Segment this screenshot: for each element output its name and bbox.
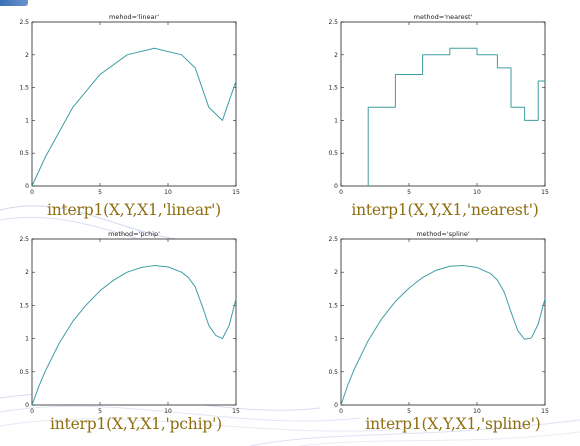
x-tick-label: 10 bbox=[164, 408, 172, 415]
y-tick-label: 0 bbox=[25, 402, 29, 409]
y-tick-label: 2 bbox=[25, 52, 29, 59]
y-tick-label: 1.5 bbox=[328, 302, 338, 309]
caption-nearest: interp1(X,Y,X1,'nearest') bbox=[351, 201, 539, 219]
x-tick-label: 0 bbox=[339, 408, 343, 415]
x-tick-label: 0 bbox=[339, 189, 343, 196]
y-tick-label: 1 bbox=[334, 336, 338, 343]
x-tick-label: 5 bbox=[98, 189, 102, 196]
x-tick-label: 5 bbox=[407, 189, 411, 196]
series-line bbox=[340, 265, 546, 406]
x-tick-label: 5 bbox=[98, 408, 102, 415]
y-tick-label: 0.5 bbox=[328, 150, 338, 157]
y-tick-label: 2 bbox=[25, 269, 29, 276]
plot-frame bbox=[31, 21, 237, 187]
y-tick-label: 1.5 bbox=[328, 85, 338, 92]
x-tick-label: 10 bbox=[473, 408, 481, 415]
chart-title: method='nearest' bbox=[414, 13, 473, 21]
y-tick-label: 0 bbox=[334, 402, 338, 409]
y-tick-label: 2.5 bbox=[328, 236, 338, 243]
x-tick-label: 15 bbox=[232, 189, 240, 196]
y-tick-label: 0 bbox=[25, 183, 29, 190]
x-tick-label: 0 bbox=[30, 408, 34, 415]
y-tick-label: 2.5 bbox=[19, 236, 29, 243]
y-tick-label: 0 bbox=[334, 183, 338, 190]
chart-title: method='pchip' bbox=[108, 230, 160, 238]
y-tick-label: 1.5 bbox=[19, 85, 29, 92]
chart-title: method='spline' bbox=[416, 230, 470, 238]
x-tick-label: 5 bbox=[407, 408, 411, 415]
x-tick-label: 15 bbox=[232, 408, 240, 415]
y-tick-label: 1 bbox=[334, 117, 338, 124]
y-tick-label: 0.5 bbox=[19, 369, 29, 376]
y-tick-label: 2.5 bbox=[19, 19, 29, 26]
y-tick-label: 1 bbox=[25, 336, 29, 343]
y-tick-label: 2.5 bbox=[328, 19, 338, 26]
series-line bbox=[31, 265, 237, 406]
y-tick-label: 1 bbox=[25, 117, 29, 124]
series-line bbox=[31, 47, 237, 187]
y-tick-label: 1.5 bbox=[19, 302, 29, 309]
y-tick-label: 2 bbox=[334, 269, 338, 276]
plot-frame bbox=[31, 238, 237, 406]
logo-mark bbox=[0, 0, 28, 6]
caption-linear: interp1(X,Y,X1,'linear') bbox=[46, 201, 222, 219]
chart-title: mehod='linear' bbox=[109, 13, 159, 21]
plot-frame bbox=[340, 238, 546, 406]
x-tick-label: 15 bbox=[541, 189, 549, 196]
y-tick-label: 0.5 bbox=[19, 150, 29, 157]
caption-pchip: interp1(X,Y,X1,'pchip') bbox=[50, 415, 222, 433]
x-tick-label: 10 bbox=[473, 189, 481, 196]
caption-spline: interp1(X,Y,X1,'spline') bbox=[365, 415, 541, 433]
x-tick-label: 0 bbox=[30, 189, 34, 196]
series-line bbox=[367, 47, 545, 186]
y-tick-label: 0.5 bbox=[328, 369, 338, 376]
x-tick-label: 10 bbox=[164, 189, 172, 196]
x-tick-label: 15 bbox=[541, 408, 549, 415]
y-tick-label: 2 bbox=[334, 52, 338, 59]
